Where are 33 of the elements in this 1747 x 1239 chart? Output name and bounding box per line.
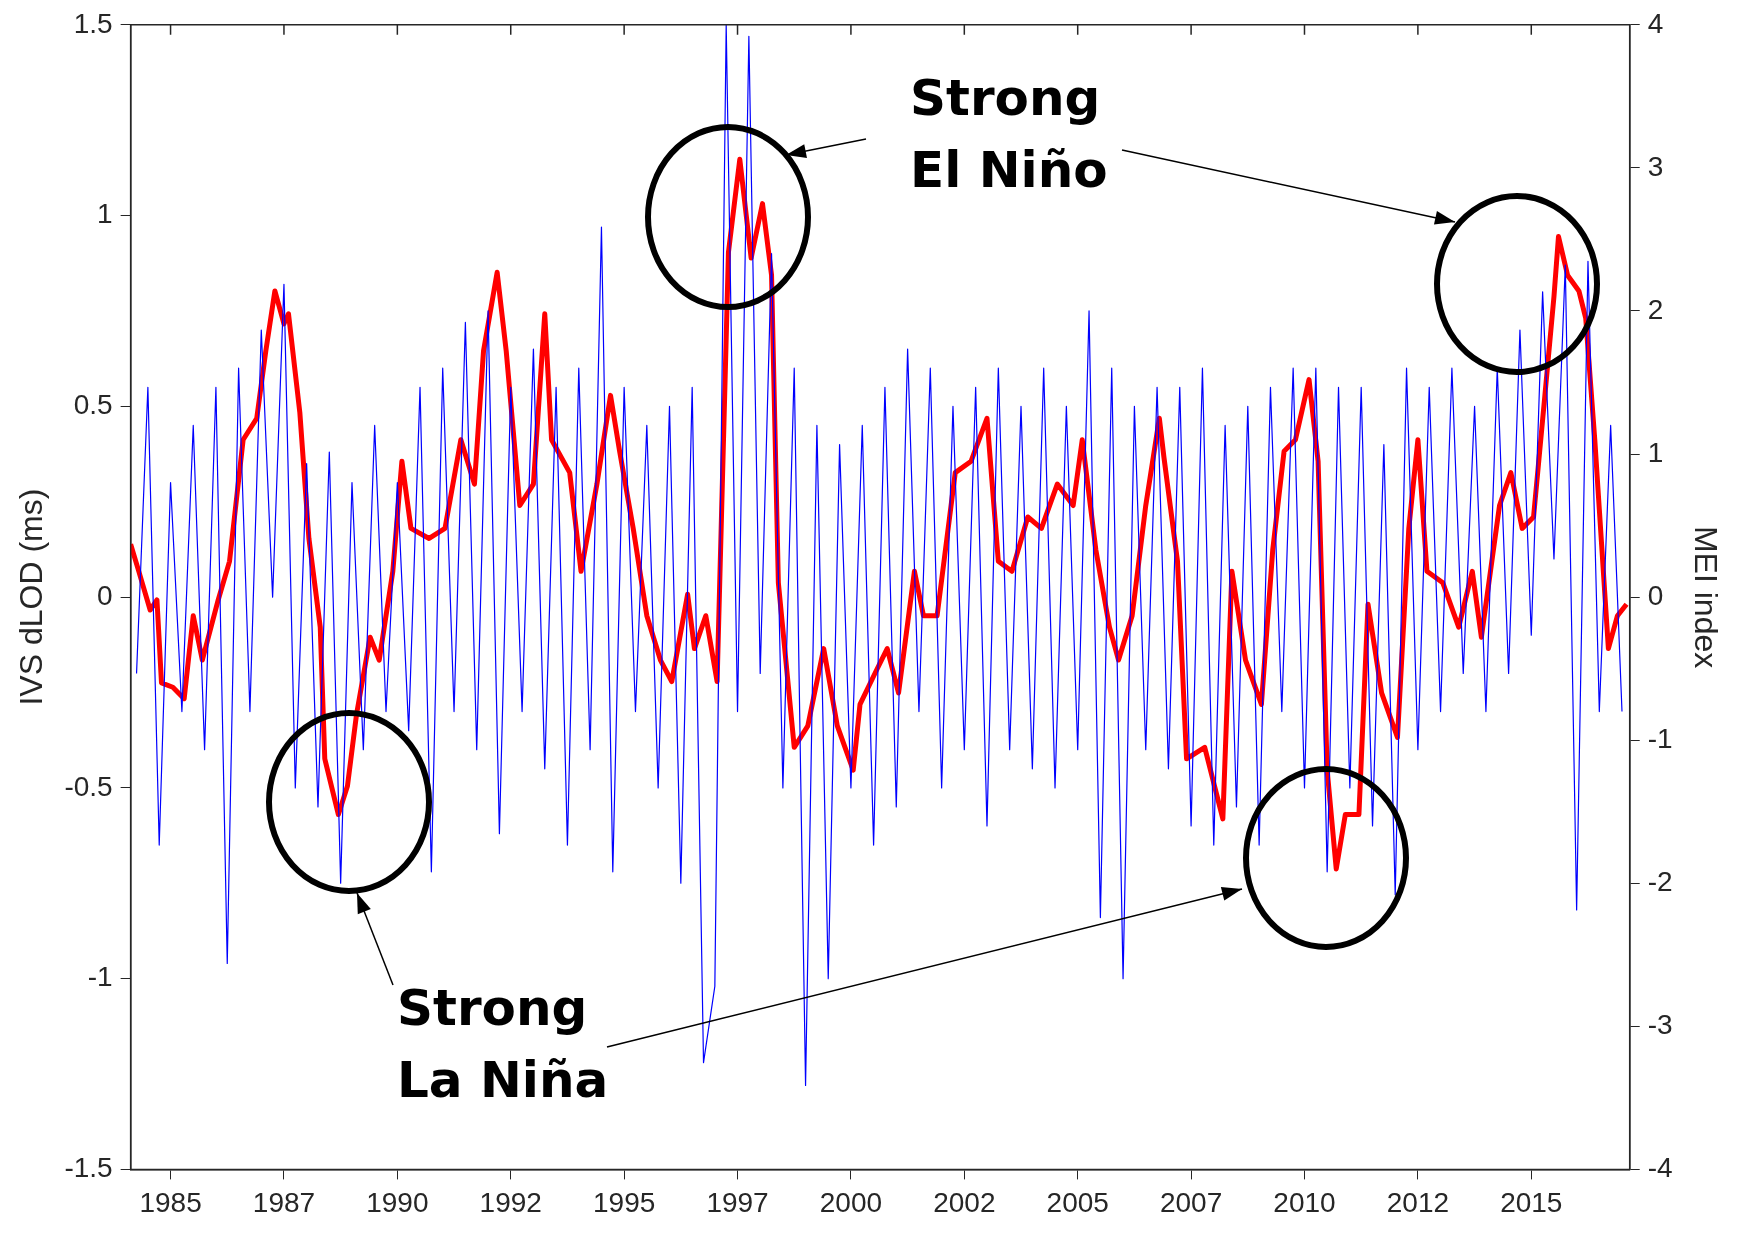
x-tick-label: 1997: [706, 1186, 769, 1218]
y-axis-title: IVS dLOD (ms): [13, 488, 50, 706]
y-tick-label: 1.5: [73, 7, 113, 39]
x-tick-label: 2007: [1159, 1186, 1223, 1218]
x-tick-label: 1985: [139, 1186, 202, 1218]
x-tick-label: 2000: [819, 1186, 883, 1218]
y-tick-label: 1: [97, 198, 113, 230]
y2-tick-label: 4: [1647, 7, 1664, 39]
x-tick-label: 2005: [1046, 1186, 1109, 1218]
y2-tick-label: 0: [1647, 579, 1664, 611]
y2-tick-label: -3: [1647, 1009, 1673, 1041]
y2-tick-label: -1: [1647, 722, 1673, 754]
x-tick-label: 2002: [933, 1186, 996, 1218]
x-tick-label: 1992: [479, 1186, 542, 1218]
y2-tick-label: 1: [1647, 436, 1664, 468]
y2-tick-label: 2: [1647, 293, 1664, 325]
x-tick-label: 2010: [1273, 1186, 1336, 1218]
y2-axis-title: MEI index: [1687, 525, 1724, 669]
x-tick-label: 1995: [592, 1186, 656, 1218]
y2-tick-label: 3: [1647, 150, 1664, 182]
y2-tick-label: -2: [1647, 865, 1673, 897]
annotation: Strong El Niño: [910, 68, 1108, 201]
y-tick-label: -1: [87, 961, 113, 993]
y-tick-label: 0.5: [73, 389, 113, 421]
x-tick-label: 2015: [1500, 1186, 1563, 1218]
x-tick-label: 2012: [1386, 1186, 1450, 1218]
y2-tick-label: -4: [1647, 1152, 1673, 1184]
y-tick-label: 0: [97, 579, 113, 611]
x-tick-label: 1987: [252, 1186, 316, 1218]
y-tick-label: -1.5: [64, 1152, 113, 1184]
x-tick-label: 1990: [366, 1186, 429, 1218]
annotation: Strong La Niña: [397, 978, 609, 1111]
y-tick-label: -0.5: [64, 770, 113, 802]
